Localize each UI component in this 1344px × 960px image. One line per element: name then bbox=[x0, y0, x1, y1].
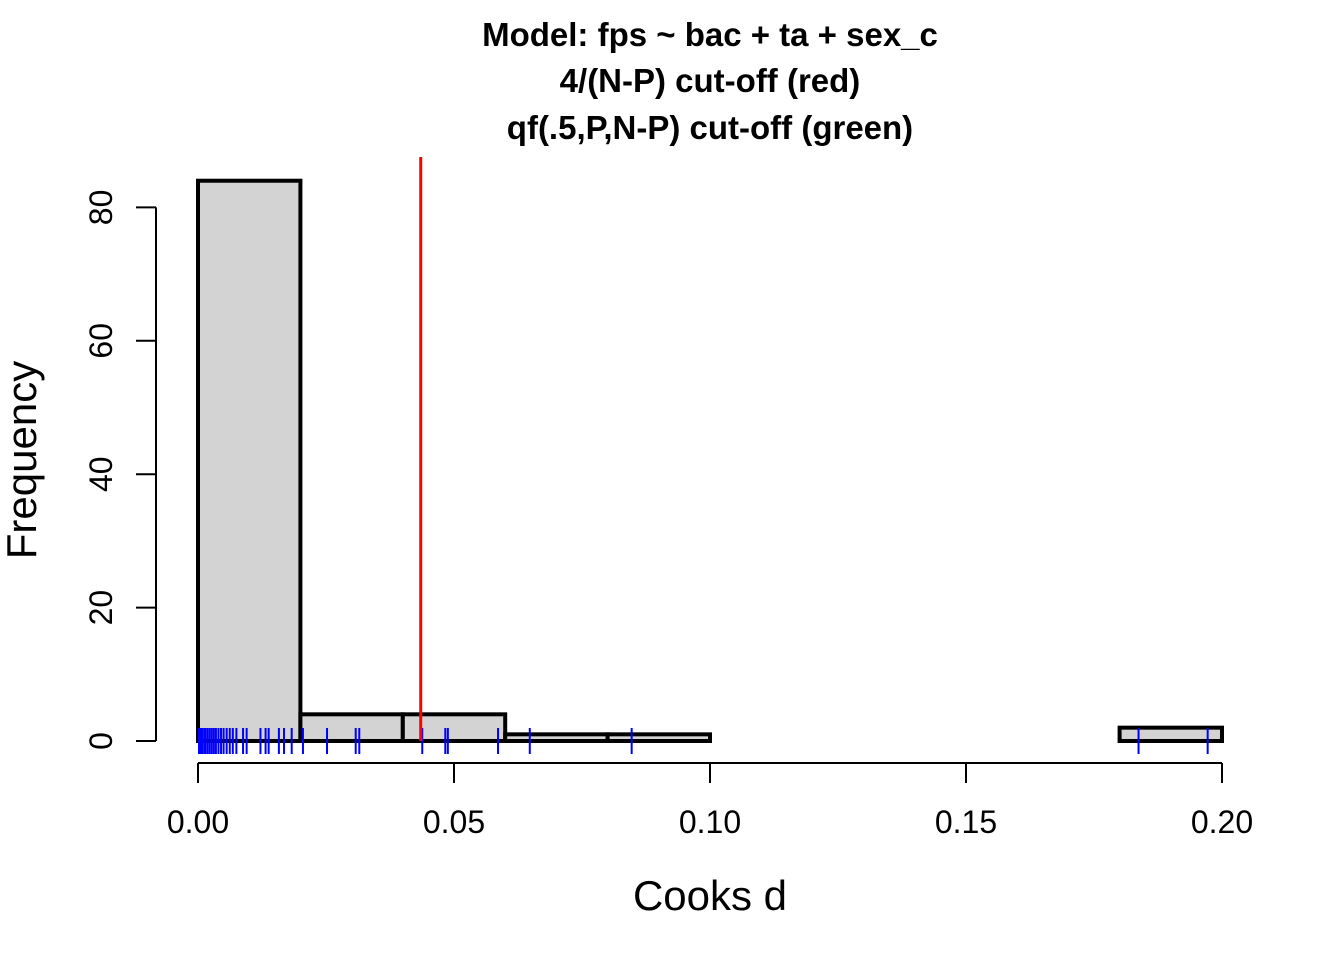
y-tick-label: 0 bbox=[83, 732, 119, 750]
y-tick-label: 40 bbox=[83, 456, 119, 492]
histogram-bar bbox=[298, 712, 405, 744]
histogram-bar bbox=[605, 732, 712, 744]
x-tick-label: 0.05 bbox=[423, 804, 485, 840]
histogram-bar bbox=[400, 712, 508, 744]
histogram-bar bbox=[503, 732, 610, 744]
y-tick-label: 60 bbox=[83, 323, 119, 359]
rug-marks bbox=[198, 728, 1209, 754]
histogram-bars bbox=[196, 178, 1224, 744]
title-line-2: 4/(N-P) cut-off (red) bbox=[560, 62, 861, 99]
x-tick-label: 0.00 bbox=[167, 804, 229, 840]
x-axis: 0.00 0.05 0.10 0.15 0.20 bbox=[167, 762, 1253, 840]
title-line-1: Model: fps ~ bac + ta + sex_c bbox=[482, 16, 938, 53]
title-line-3: qf(.5,P,N-P) cut-off (green) bbox=[507, 109, 913, 146]
y-tick-label: 80 bbox=[83, 190, 119, 226]
x-tick-label: 0.15 bbox=[935, 804, 997, 840]
histogram-bar bbox=[196, 178, 303, 744]
histogram-bar bbox=[1117, 725, 1224, 743]
y-tick-label: 20 bbox=[83, 590, 119, 626]
x-axis-title: Cooks d bbox=[633, 872, 787, 919]
x-tick-label: 0.10 bbox=[679, 804, 741, 840]
x-tick-label: 0.20 bbox=[1191, 804, 1253, 840]
y-axis: 0 20 40 60 80 bbox=[83, 190, 157, 750]
chart-title: Model: fps ~ bac + ta + sex_c 4/(N-P) cu… bbox=[482, 16, 938, 146]
y-axis-title: Frequency bbox=[0, 361, 45, 559]
